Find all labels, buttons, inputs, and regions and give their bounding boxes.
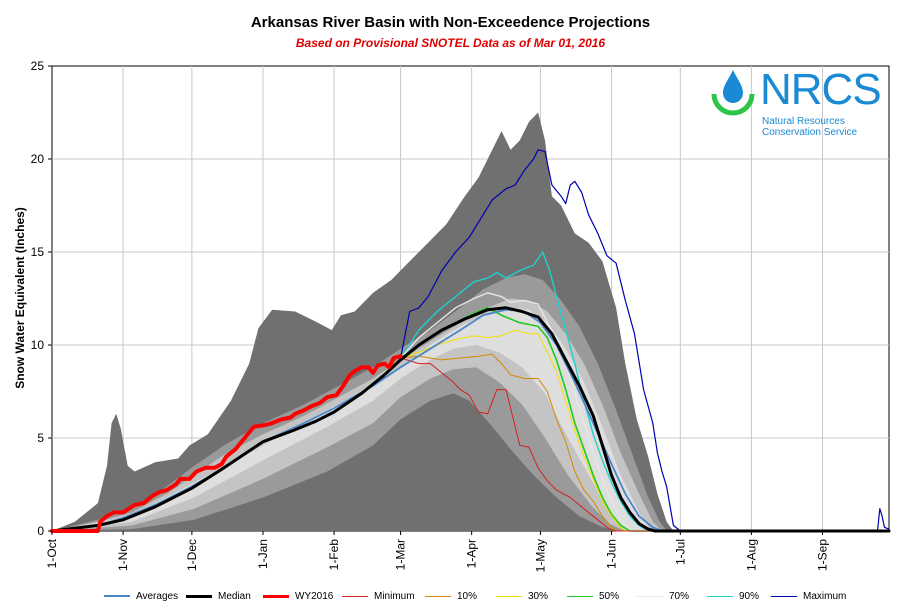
series-line-70pct	[399, 292, 890, 532]
logo-line-1: Natural Resources	[762, 116, 845, 127]
x-tick-label: 1-May	[533, 539, 547, 572]
percentile-band-3	[52, 298, 889, 531]
legend-swatch	[104, 595, 130, 597]
snow-water-chart: 1-Oct 1-Nov 1-Dec 1-Jan 1-Feb 1-Mar 1-Apr 1-May…	[13, 59, 891, 572]
series-line-minimum	[400, 357, 890, 532]
legend-item: 10%	[425, 588, 477, 604]
x-tick-label: 1-Aug	[744, 539, 758, 571]
legend-item: Maximum	[771, 588, 846, 604]
y-tick-label: 25	[31, 59, 45, 73]
x-tick-label: 1-Sep	[815, 539, 829, 571]
chart-subtitle: Based on Provisional SNOTEL Data as of M…	[295, 36, 606, 50]
water-drop-icon	[711, 70, 755, 116]
series-lines	[50, 149, 891, 533]
legend-swatch	[342, 595, 368, 597]
legend-label: 70%	[669, 590, 690, 602]
y-tick-label: 5	[37, 431, 44, 445]
y-tick-label: 20	[31, 152, 45, 166]
legend-swatch	[425, 595, 451, 597]
series-line-wy2016	[50, 354, 403, 533]
x-tick-label: 1-Nov	[116, 539, 130, 571]
legend-item: Averages	[104, 588, 178, 604]
nrcs-logo: NRCS Natural Resources Conservation Serv…	[708, 66, 882, 146]
y-tick-label: 10	[31, 338, 45, 352]
legend-label: Averages	[136, 590, 179, 602]
logo-wordmark: NRCS	[760, 65, 882, 114]
x-tick-label: 1-Dec	[185, 539, 199, 571]
legend-swatch	[263, 594, 289, 598]
series-line-90pct	[399, 251, 890, 532]
legend-label: Maximum	[803, 590, 847, 602]
series-line-median	[50, 306, 891, 533]
legend-label: Median	[218, 590, 251, 602]
y-tick-label: 15	[31, 245, 45, 259]
legend-label: 90%	[739, 590, 760, 602]
series-line-10pct	[400, 353, 890, 532]
logo-line-2: Conservation Service	[762, 127, 858, 138]
legend-item: 30%	[496, 588, 548, 604]
legend-swatch	[637, 595, 663, 597]
x-tick-label: 1-Jul	[673, 539, 687, 565]
legend-label: 30%	[528, 590, 549, 602]
legend-swatch	[567, 595, 593, 597]
legend-swatch	[496, 595, 522, 597]
legend-swatch	[186, 594, 212, 598]
x-tick-label: 1-Jun	[605, 539, 619, 569]
legend-swatch	[707, 595, 733, 597]
chart-legend: Averages Median WY2016 Minimum 10% 30% 50% 70% 9…	[0, 584, 901, 608]
series-line-30pct	[400, 329, 890, 532]
legend-label: 50%	[599, 590, 620, 602]
legend-item: 50%	[567, 588, 619, 604]
x-tick-label: 1-Oct	[45, 538, 59, 568]
axes: 1-Oct 1-Nov 1-Dec 1-Jan 1-Feb 1-Mar 1-Apr 1-May…	[31, 59, 830, 572]
legend-item: 70%	[637, 588, 689, 604]
legend-item: Minimum	[342, 588, 415, 604]
legend-swatch	[771, 595, 797, 597]
x-tick-label: 1-Apr	[465, 539, 479, 568]
x-tick-label: 1-Jan	[256, 539, 270, 569]
y-tick-label: 0	[37, 524, 44, 538]
x-tick-label: 1-Mar	[394, 539, 408, 570]
chart-title: Arkansas River Basin with Non-Exceedence…	[250, 14, 651, 31]
x-tick-label: 1-Feb	[327, 539, 341, 571]
legend-label: Minimum	[374, 590, 415, 602]
legend-label: 10%	[457, 590, 478, 602]
legend-label: WY2016	[295, 590, 334, 602]
series-line-maximum	[400, 149, 890, 532]
y-axis-label: Snow Water Equivalent (Inches)	[13, 207, 27, 389]
legend-item: 90%	[707, 588, 759, 604]
legend-item: WY2016	[263, 588, 333, 604]
legend-item: Median	[186, 588, 251, 604]
